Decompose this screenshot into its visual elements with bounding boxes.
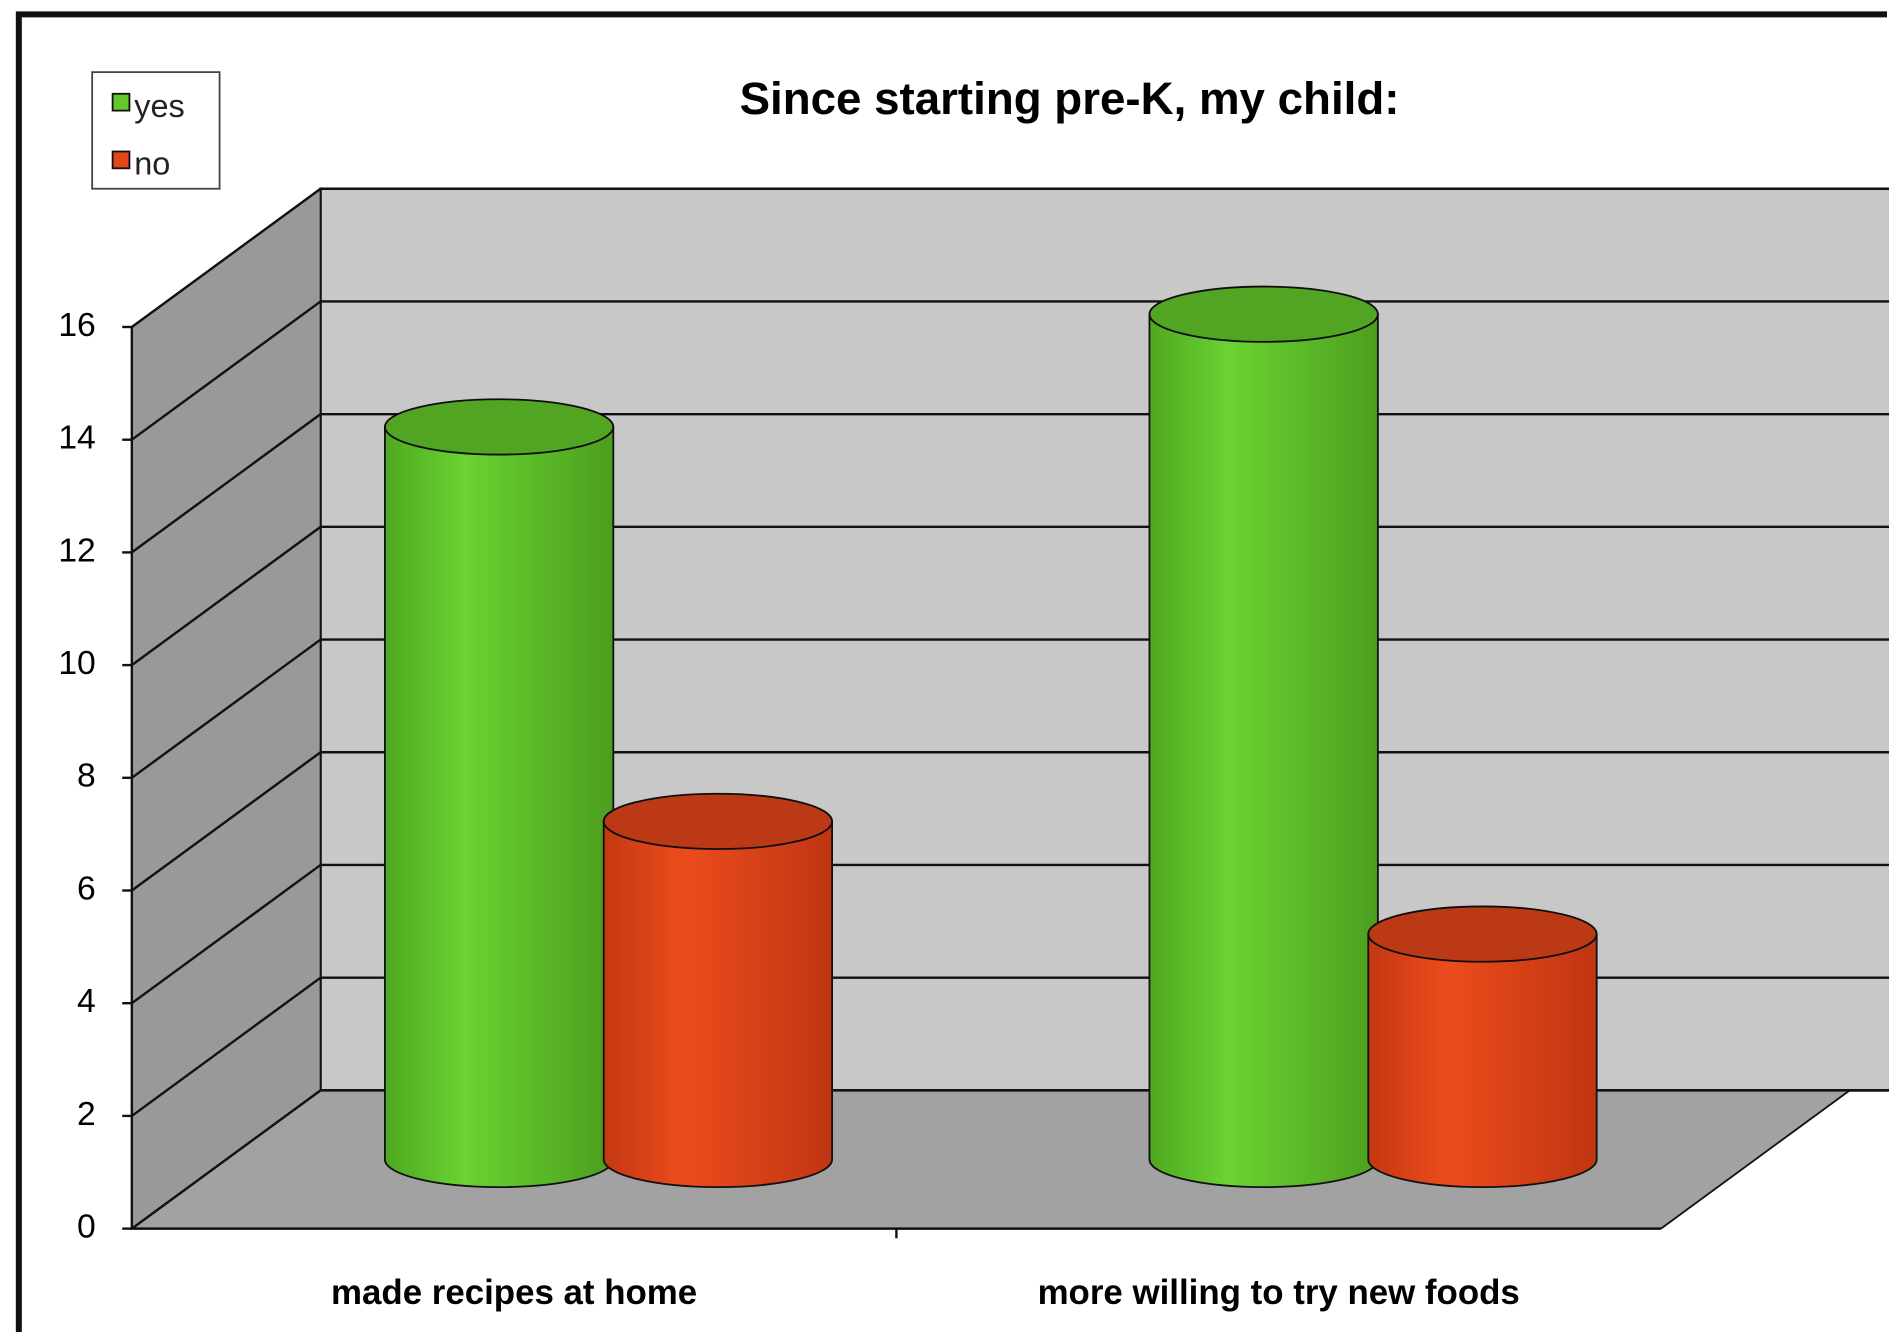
y-tick-label: 8	[77, 758, 96, 795]
y-tick-label: 10	[58, 645, 95, 682]
grid-line	[131, 751, 322, 892]
frame	[15, 11, 1887, 1332]
bar	[1367, 933, 1598, 1189]
y-tick-label: 6	[77, 870, 96, 907]
grid-line	[131, 300, 322, 441]
y-tick-label: 4	[77, 983, 96, 1020]
grid-line	[131, 525, 322, 667]
grid-line	[131, 1089, 322, 1230]
grid-line	[131, 863, 322, 1005]
legend-label: yes	[134, 88, 184, 124]
y-tick-label: 0	[77, 1209, 96, 1246]
x-tick-label: made recipes at home	[331, 1273, 697, 1312]
plot-area: 0 2 4 6 8 10 12 14 16 made recipes at home more wi…	[58, 186, 1889, 1312]
x-tick-label: more willing to try new foods	[1038, 1273, 1520, 1312]
legend-box	[91, 71, 221, 190]
grid-line	[131, 976, 322, 1117]
bar	[1148, 313, 1379, 1189]
bar-top	[1367, 905, 1598, 963]
bar-top	[602, 792, 833, 850]
y-tick-label: 16	[58, 307, 95, 344]
floor-edge	[1660, 1089, 1851, 1230]
bar-top	[1148, 285, 1379, 343]
grid-line	[131, 187, 322, 328]
legend-label: no	[134, 145, 170, 181]
legend-swatch	[111, 150, 131, 170]
grid-line	[131, 638, 322, 779]
bar	[383, 426, 615, 1189]
y-tick-label: 2	[77, 1096, 96, 1133]
bar	[602, 820, 833, 1189]
bar-top	[383, 398, 615, 456]
grid-line	[131, 413, 322, 554]
y-tick-label: 14	[58, 420, 95, 457]
chart-title: Since starting pre-K, my child:	[740, 73, 1400, 124]
legend-swatch	[111, 92, 131, 112]
y-tick-label: 12	[58, 532, 95, 569]
